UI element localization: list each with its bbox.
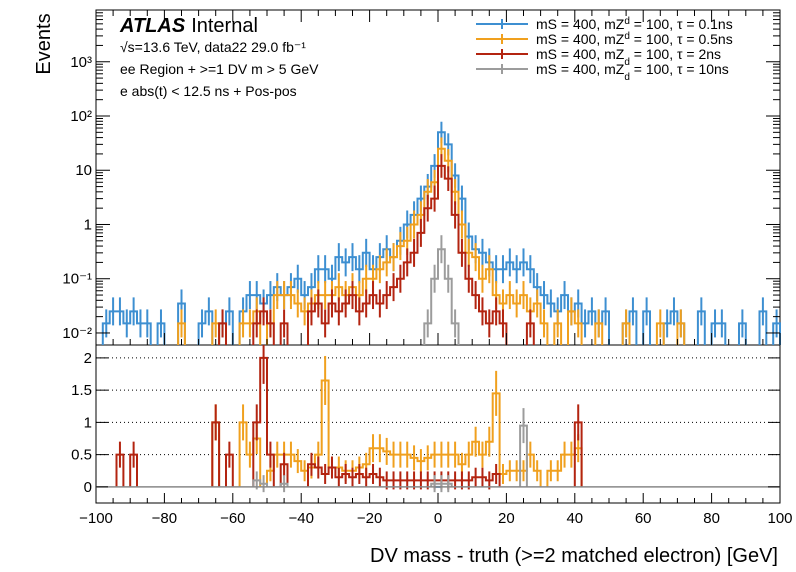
x-axis-title: DV mass - truth (>=2 matched electron) […	[370, 545, 778, 567]
series-ratio-line	[115, 356, 583, 487]
bottom-panel-frame	[95, 344, 781, 504]
legend-entry: mS = 400, mZd = 100, τ = 2ns	[476, 46, 721, 68]
x-tick-label: 20	[498, 510, 515, 527]
x-tick-label: 40	[566, 510, 583, 527]
y-tick-label-top: 10	[75, 162, 92, 179]
series-group	[115, 154, 583, 490]
x-tick-label: 0	[434, 510, 442, 527]
x-tick-label: −20	[357, 510, 382, 527]
y-tick-label-bottom: 0	[84, 479, 92, 496]
legend-entry: mS = 400, mZd = 100, τ = 0.5ns	[476, 31, 733, 48]
y-tick-label-top: 1	[84, 216, 92, 233]
x-tick-label: −100	[79, 510, 113, 527]
legend-label: mS = 400, mZd = 100, τ = 0.5ns	[536, 31, 733, 48]
x-tick-label: −80	[152, 510, 177, 527]
y-tick-label-top: 10²	[70, 108, 92, 125]
histogram-series	[96, 121, 781, 493]
legend-entry: mS = 400, mZd = 100, τ = 10ns	[476, 61, 729, 83]
series-line	[423, 248, 460, 345]
info-line-selection: e abs(t) < 12.5 ns + Pos-pos	[120, 83, 297, 99]
axis-ticks: −100 −80 −60 −40 −20 0 20 40 60 80 10010⁻²10⁻¹1101…	[62, 9, 793, 527]
info-line-energy: √s=13.6 TeV, data22 29.0 fb⁻¹	[120, 39, 306, 55]
x-tick-label: 60	[635, 510, 652, 527]
series-group	[252, 235, 528, 493]
y-tick-label-top: 10³	[70, 54, 92, 71]
legend-label: mS = 400, mZd = 100, τ = 10ns	[536, 61, 729, 83]
y-tick-label-top: 10⁻²	[62, 325, 92, 342]
legend-label: mS = 400, mZd = 100, τ = 2ns	[536, 46, 721, 68]
y-tick-label-bottom: 0.5	[71, 447, 92, 464]
y-tick-label-bottom: 2	[84, 350, 92, 367]
y-axis-title: Events	[33, 13, 55, 74]
y-tick-label-top: 10⁻¹	[62, 271, 92, 288]
atlas-status: Internal	[191, 15, 258, 37]
atlas-label: ATLAS Internal	[119, 15, 258, 37]
ratio-gridlines	[96, 357, 780, 456]
x-tick-label: 100	[767, 510, 792, 527]
y-tick-label-bottom: 1.5	[71, 382, 92, 399]
atlas-word: ATLAS	[119, 15, 186, 37]
legend-entry: mS = 400, mZd = 100, τ = 0.1ns	[476, 16, 733, 33]
x-tick-label: −60	[220, 510, 245, 527]
y-tick-label-bottom: 1	[84, 414, 92, 431]
x-tick-label: 80	[703, 510, 720, 527]
legend-label: mS = 400, mZd = 100, τ = 0.1ns	[536, 16, 733, 33]
x-tick-label: −40	[288, 510, 313, 527]
info-line-region: ee Region + >=1 DV m > 5 GeV	[120, 61, 319, 77]
